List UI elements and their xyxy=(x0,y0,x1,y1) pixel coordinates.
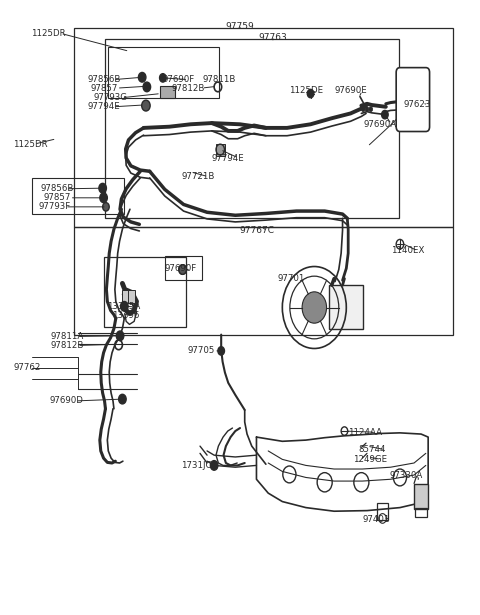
Text: 97857: 97857 xyxy=(91,84,118,93)
Bar xyxy=(165,256,203,280)
Text: 97401: 97401 xyxy=(362,515,390,524)
Text: 97794E: 97794E xyxy=(212,154,244,162)
Circle shape xyxy=(179,264,186,274)
Circle shape xyxy=(382,111,388,119)
Text: 97623: 97623 xyxy=(404,100,431,109)
Bar xyxy=(108,47,219,98)
Circle shape xyxy=(103,202,109,211)
Bar xyxy=(377,503,388,520)
Circle shape xyxy=(159,74,166,82)
Text: 1125DR: 1125DR xyxy=(31,29,65,38)
Bar xyxy=(414,484,428,509)
FancyBboxPatch shape xyxy=(396,68,430,132)
Bar xyxy=(329,285,363,328)
Text: 97812B: 97812B xyxy=(172,84,205,93)
Text: 97793G: 97793G xyxy=(93,93,127,102)
Text: 97856B: 97856B xyxy=(87,75,120,84)
Text: 97763: 97763 xyxy=(259,33,288,42)
Text: 97767C: 97767C xyxy=(239,226,274,236)
Circle shape xyxy=(120,301,128,311)
Text: 1731JC: 1731JC xyxy=(181,461,212,470)
Text: 97330A: 97330A xyxy=(390,470,423,480)
Circle shape xyxy=(218,347,225,355)
Circle shape xyxy=(365,107,369,111)
Bar xyxy=(216,143,225,156)
Bar xyxy=(104,258,186,327)
Circle shape xyxy=(143,82,151,92)
Text: 97721B: 97721B xyxy=(181,172,215,181)
Bar xyxy=(122,290,129,303)
Text: 97811B: 97811B xyxy=(203,75,236,84)
Circle shape xyxy=(142,100,150,111)
Circle shape xyxy=(138,73,146,82)
Text: 1125DE: 1125DE xyxy=(289,86,324,95)
Bar xyxy=(74,228,453,335)
Circle shape xyxy=(99,183,107,193)
Text: 97701: 97701 xyxy=(277,274,305,283)
Text: 13395A: 13395A xyxy=(108,303,141,311)
Text: 97762: 97762 xyxy=(13,363,41,372)
Text: 97812B: 97812B xyxy=(51,341,84,350)
Text: 97811A: 97811A xyxy=(51,332,84,341)
Circle shape xyxy=(302,292,326,323)
Text: 97705: 97705 xyxy=(187,346,215,355)
Text: 97794E: 97794E xyxy=(87,102,120,111)
Text: 13396: 13396 xyxy=(112,311,139,320)
Text: 85744: 85744 xyxy=(359,445,386,454)
Text: 97857: 97857 xyxy=(44,193,71,202)
Circle shape xyxy=(119,394,126,404)
Text: 97690E: 97690E xyxy=(334,86,367,95)
Bar xyxy=(74,28,453,228)
Bar xyxy=(415,507,427,517)
Bar xyxy=(105,39,398,218)
Text: 1140EX: 1140EX xyxy=(391,247,424,255)
Text: 1249GE: 1249GE xyxy=(353,455,387,464)
Circle shape xyxy=(179,264,186,274)
Bar xyxy=(32,178,124,214)
Circle shape xyxy=(210,461,218,470)
Circle shape xyxy=(361,107,365,111)
Circle shape xyxy=(369,107,372,111)
Circle shape xyxy=(307,89,314,98)
Text: 97856B: 97856B xyxy=(40,184,73,193)
Text: 97690F: 97690F xyxy=(162,75,194,84)
Text: 1124AA: 1124AA xyxy=(348,428,382,437)
Text: 97690A: 97690A xyxy=(363,120,396,129)
Circle shape xyxy=(116,331,124,341)
Text: 97793F: 97793F xyxy=(39,202,71,212)
Text: 97690D: 97690D xyxy=(49,397,84,405)
Bar xyxy=(160,85,175,98)
Text: 97759: 97759 xyxy=(226,22,254,31)
Bar xyxy=(128,290,134,303)
Text: 97690F: 97690F xyxy=(165,264,197,274)
Circle shape xyxy=(100,193,108,202)
Text: 1125DR: 1125DR xyxy=(13,140,48,149)
